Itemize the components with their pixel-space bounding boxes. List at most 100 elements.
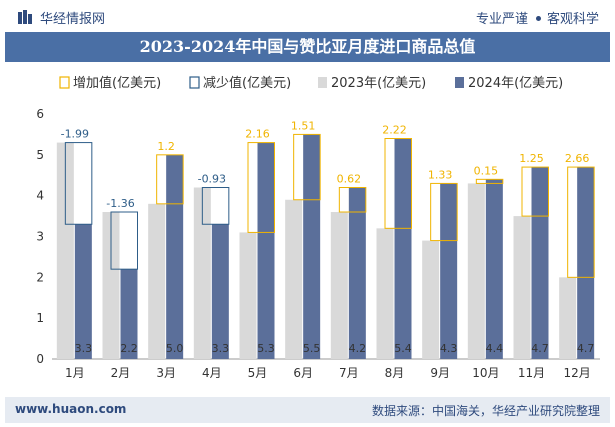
decrease-box — [64, 142, 93, 225]
chart-title: 2023-2024年中国与赞比亚月度进口商品总值 — [139, 37, 476, 56]
bar-2023 — [239, 232, 257, 359]
increase-box — [293, 133, 321, 201]
increase-box — [567, 166, 595, 278]
bar-2024 — [485, 179, 503, 359]
x-tick-label: 11月 — [518, 366, 545, 380]
separator-dot — [535, 16, 541, 21]
y-tick-label: 2 — [36, 270, 44, 284]
x-tick-label: 8月 — [385, 366, 405, 380]
bar-2023 — [193, 187, 211, 359]
change-label: -0.93 — [198, 173, 226, 186]
bar-2024 — [211, 224, 229, 359]
bar-2023 — [102, 212, 120, 359]
chart-area: 增加值(亿美元) 减少值(亿美元) 2023年(亿美元) 2024年(亿美元) 012… — [36, 75, 600, 380]
legend-label: 2023年(亿美元) — [331, 76, 426, 91]
logo-icon — [18, 10, 32, 24]
change-label: 2.16 — [245, 128, 270, 141]
bar-2024 — [74, 224, 92, 359]
site-url: www.huaon.com — [15, 402, 127, 416]
legend-swatch — [455, 77, 464, 88]
bar-2023 — [513, 216, 531, 359]
value-label-2024: 4.7 — [577, 342, 595, 355]
legend-label: 2024年(亿美元) — [468, 76, 563, 91]
x-tick-label: 9月 — [430, 366, 450, 380]
bar-2023 — [148, 203, 166, 359]
bar-2023 — [422, 240, 440, 359]
value-label-2024: 3.3 — [212, 342, 230, 355]
x-tick-label: 10月 — [472, 366, 499, 380]
change-label: 1.33 — [428, 168, 453, 181]
y-tick-label: 1 — [36, 311, 44, 325]
change-label: 2.22 — [382, 124, 407, 137]
x-tick-label: 7月 — [339, 366, 359, 380]
bar-2024 — [440, 183, 458, 359]
change-label: -1.36 — [106, 197, 134, 210]
increase-box — [384, 138, 412, 229]
value-label-2024: 3.3 — [75, 342, 93, 355]
value-label-2024: 2.2 — [120, 342, 138, 355]
x-tick-label: 2月 — [111, 366, 131, 380]
decrease-box — [110, 211, 138, 270]
y-tick-label: 0 — [36, 352, 44, 366]
y-tick-label: 3 — [36, 230, 44, 244]
value-label-2024: 4.3 — [440, 342, 458, 355]
footer-bar: www.huaon.com 数据来源：中国海关，华经产业研究院整理 — [5, 397, 610, 423]
change-label: 0.62 — [337, 173, 362, 186]
value-label-2024: 5.5 — [303, 342, 321, 355]
legend-label: 增加值(亿美元) — [73, 75, 161, 91]
bar-2023 — [330, 212, 348, 359]
change-label: -1.99 — [61, 128, 89, 141]
value-label-2024: 5.3 — [257, 342, 275, 355]
decrease-box — [201, 187, 230, 225]
bar-2024 — [257, 142, 275, 359]
y-tick-label: 4 — [36, 189, 44, 203]
increase-box — [247, 142, 275, 233]
increase-box — [430, 182, 458, 242]
x-tick-label: 1月 — [65, 366, 85, 380]
increase-box — [338, 187, 367, 213]
value-label-2024: 5.4 — [394, 342, 412, 355]
legend: 增加值(亿美元) 减少值(亿美元) 2023年(亿美元) 2024年(亿美元) — [59, 75, 563, 91]
bar-2024 — [577, 167, 595, 359]
x-tick-label: 6月 — [293, 366, 313, 380]
labels: -1.99 3.3 -1.36 2.2 1.2 5.0 -0.93 3.3 2.16 5.3 1.5… — [61, 119, 595, 355]
change-label: 0.15 — [474, 164, 499, 177]
value-label-2024: 4.7 — [531, 342, 549, 355]
bars — [56, 133, 595, 359]
bar-2023 — [467, 183, 485, 359]
y-tick-label: 6 — [36, 107, 44, 121]
title-bar: 2023-2024年中国与赞比亚月度进口商品总值 — [5, 32, 610, 62]
bar-2024 — [120, 269, 138, 359]
x-tick-label: 4月 — [202, 366, 222, 380]
top-bar: 华经情报网 专业严谨 客观科学 — [0, 0, 615, 32]
legend-swatch — [59, 76, 70, 89]
bar-2024 — [531, 167, 549, 359]
data-source: 数据来源：中国海关，华经产业研究院整理 — [371, 404, 600, 418]
x-tick-label: 12月 — [564, 366, 591, 380]
increase-box — [475, 178, 504, 184]
bar-2023 — [376, 228, 394, 359]
tag-objective: 客观科学 — [546, 12, 599, 27]
bar-2024 — [166, 154, 184, 359]
x-tick-label: 5月 — [248, 366, 268, 380]
increase-box — [156, 154, 184, 205]
brand-name: 华经情报网 — [40, 12, 106, 27]
legend-swatch — [318, 77, 327, 88]
tag-professional: 专业严谨 — [475, 12, 528, 27]
bar-2023 — [56, 142, 74, 359]
x-tick-label: 3月 — [156, 366, 176, 380]
value-label-2024: 5.0 — [166, 342, 184, 355]
legend-swatch — [189, 76, 200, 89]
change-label: 1.25 — [519, 152, 544, 165]
bar-2024 — [348, 187, 366, 359]
axes: 0 1 2 3 4 5 6 1月 2月 3月 4月 5月 6月 7月 8月 9月 10月 11月 12月 — [36, 107, 600, 380]
bar-2023 — [285, 199, 303, 359]
change-label: 2.66 — [565, 152, 590, 165]
header-tags: 专业严谨 客观科学 — [476, 8, 599, 27]
value-label-2024: 4.2 — [349, 342, 367, 355]
increase-box — [521, 166, 549, 217]
change-label: 1.2 — [157, 140, 175, 153]
value-label-2024: 4.4 — [486, 342, 504, 355]
bar-2023 — [559, 277, 577, 359]
